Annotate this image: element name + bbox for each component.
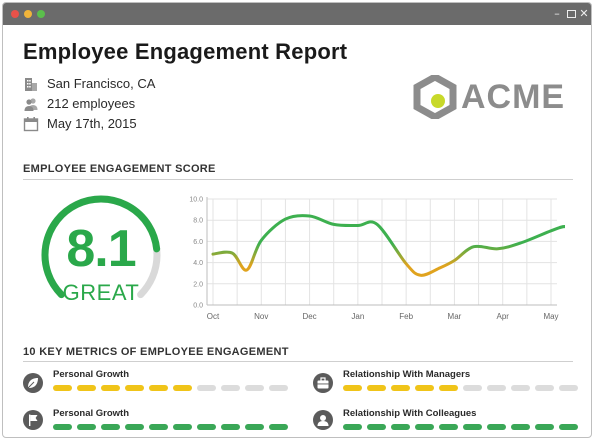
score-section-heading: EMPLOYEE ENGAGEMENT SCORE (23, 163, 216, 175)
metric-label: Relationship With Colleagues (343, 408, 477, 419)
score-value: 8.1 (66, 220, 136, 278)
metric-bar-segment (343, 424, 362, 430)
employees-row: 212 employees (23, 95, 223, 113)
metric-label: Relationship With Managers (343, 369, 471, 380)
employees-text: 212 employees (47, 96, 136, 111)
calendar-icon (23, 117, 39, 132)
metric-bar-segment (559, 424, 578, 430)
metrics-section-heading: 10 KEY METRICS OF EMPLOYEE ENGAGEMENT (23, 346, 289, 358)
metric-bar-segment (535, 385, 554, 391)
leaf-icon (23, 373, 43, 393)
metric-bar-segment (439, 424, 458, 430)
metric-bar (53, 424, 293, 430)
metric-bar-segment (415, 424, 434, 430)
y-tick-label: 8.0 (193, 218, 203, 225)
close-icon[interactable]: ✕ (579, 7, 589, 20)
minimize-icon[interactable]: – (554, 7, 560, 20)
metric-bar-segment (511, 385, 530, 391)
metric-bar-segment (415, 385, 434, 391)
metric-bar-segment (487, 385, 506, 391)
metric-bar-segment (511, 424, 530, 430)
briefcase-icon (313, 373, 333, 393)
metric-bar-segment (269, 424, 288, 430)
metric-bar (53, 385, 293, 391)
location-text: San Francisco, CA (47, 76, 156, 91)
metric-bar-segment (77, 385, 96, 391)
logo-mark-icon (413, 75, 457, 119)
metric-bar (343, 385, 583, 391)
window-titlebar: – ✕ (3, 3, 591, 25)
metric-bar-segment (125, 385, 144, 391)
metric-bar-segment (367, 385, 386, 391)
metric-bar-segment (439, 385, 458, 391)
x-tick-label: Jan (351, 312, 364, 321)
metric-bar-segment (53, 424, 72, 430)
logo-text: ACME (461, 78, 566, 116)
metric-bar-segment (463, 385, 482, 391)
company-logo: ACME (413, 75, 566, 119)
flag-icon (23, 410, 43, 430)
x-tick-label: Nov (254, 312, 268, 321)
metric-bar-segment (343, 385, 362, 391)
window-close-dot[interactable] (11, 10, 19, 18)
metric-bar-segment (269, 385, 288, 391)
metric-bar-segment (391, 385, 410, 391)
maximize-icon[interactable] (565, 8, 577, 20)
window-zoom-dot[interactable] (37, 10, 45, 18)
metric-label: Personal Growth (53, 408, 130, 419)
metric-bar-segment (77, 424, 96, 430)
metric-bar-segment (535, 424, 554, 430)
metric-bar-segment (463, 424, 482, 430)
metric-bar-segment (149, 424, 168, 430)
metric-bar-segment (101, 385, 120, 391)
page-title: Employee Engagement Report (23, 39, 348, 64)
y-tick-label: 4.0 (193, 260, 203, 267)
x-tick-label: Dec (302, 312, 316, 321)
x-tick-label: Mar (448, 312, 462, 321)
score-section-divider (23, 179, 573, 180)
metric-bar-segment (245, 424, 264, 430)
metric-label: Personal Growth (53, 369, 130, 380)
gauge-fill (41, 195, 161, 299)
metric-bar-segment (245, 385, 264, 391)
metric-bar-segment (367, 424, 386, 430)
people-icon (24, 98, 38, 111)
score-gauge: 8.1 GREAT (31, 195, 171, 315)
location-row: San Francisco, CA (23, 75, 223, 93)
date-row: May 17th, 2015 (23, 115, 223, 133)
engagement-series-line (211, 214, 565, 277)
date-text: May 17th, 2015 (47, 116, 137, 131)
x-tick-label: Oct (207, 312, 220, 321)
y-tick-label: 10.0 (189, 197, 203, 204)
metric-bar-segment (487, 424, 506, 430)
metric-bar-segment (391, 424, 410, 430)
x-tick-label: May (543, 312, 558, 321)
metric-bar-segment (197, 424, 216, 430)
metric-bar-segment (559, 385, 578, 391)
building-icon (25, 78, 37, 91)
person-icon (313, 410, 333, 430)
metric-bar-segment (173, 385, 192, 391)
metric-bar-segment (221, 424, 240, 430)
x-tick-label: Feb (399, 312, 413, 321)
metric-bar-segment (221, 385, 240, 391)
metric-bar-segment (125, 424, 144, 430)
report-window: – ✕ Employee Engagement Report San Franc… (2, 2, 592, 438)
metric-bar-segment (149, 385, 168, 391)
metric-bar-segment (173, 424, 192, 430)
score-rating: GREAT (62, 280, 140, 305)
engagement-line-chart: 0.0 2.0 4.0 6.0 8.0 10.0 Oct Nov Dec Jan Feb Mar Apr… (189, 197, 565, 321)
y-tick-label: 0.0 (193, 303, 203, 310)
metric-bar-segment (197, 385, 216, 391)
window-minimize-dot[interactable] (24, 10, 32, 18)
metric-bar (343, 424, 583, 430)
y-tick-label: 2.0 (193, 281, 203, 288)
x-tick-label: Apr (496, 312, 509, 321)
metric-bar-segment (53, 385, 72, 391)
metric-bar-segment (101, 424, 120, 430)
y-tick-label: 6.0 (193, 239, 203, 246)
metrics-section-divider (23, 361, 573, 362)
